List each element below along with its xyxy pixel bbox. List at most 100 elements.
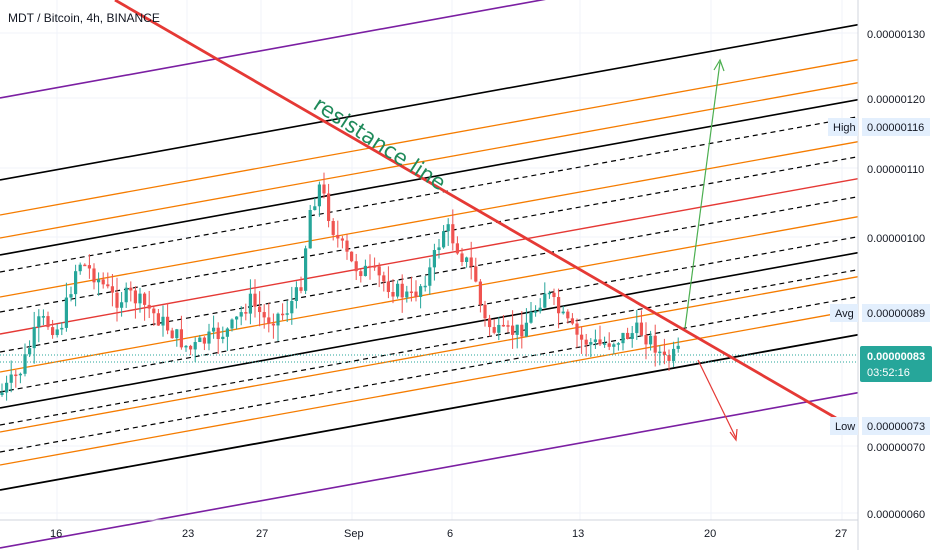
candle-body-124 xyxy=(570,318,574,324)
resistance-line xyxy=(114,0,837,420)
candle-body-91 xyxy=(419,286,423,298)
candle-body-22 xyxy=(101,279,105,285)
candle-body-120 xyxy=(552,292,556,298)
candle-body-83 xyxy=(382,275,386,282)
candle-body-33 xyxy=(152,308,156,314)
candle-body-130 xyxy=(598,339,602,345)
candle-body-0 xyxy=(0,392,4,395)
candle-body-116 xyxy=(534,311,538,313)
candle-body-144 xyxy=(662,351,666,356)
channel-line-6 xyxy=(0,141,859,298)
candle-body-47 xyxy=(216,327,220,340)
low-marker-tag xyxy=(830,417,858,435)
candle-body-66 xyxy=(304,248,308,291)
candle-body-65 xyxy=(299,287,303,291)
channel-line-15 xyxy=(0,296,859,453)
candle-body-23 xyxy=(106,284,110,287)
candle-body-137 xyxy=(630,333,634,340)
candle-body-70 xyxy=(322,184,326,194)
y-tick-100: 0.00000100 xyxy=(867,233,925,245)
candle-body-15 xyxy=(69,294,73,298)
candle-body-2 xyxy=(9,374,13,383)
candle-body-36 xyxy=(166,316,170,331)
candle-body-48 xyxy=(221,336,225,340)
candle-body-89 xyxy=(409,291,413,294)
x-tick-27: 27 xyxy=(256,528,268,540)
candle-body-105 xyxy=(483,304,487,319)
x-tick-6: 6 xyxy=(447,528,453,540)
candle-body-57 xyxy=(262,312,266,318)
candle-body-73 xyxy=(336,234,340,239)
candle-body-82 xyxy=(377,266,381,276)
x-tick-13: 13 xyxy=(572,528,584,540)
candle-body-63 xyxy=(290,301,294,314)
candle-body-11 xyxy=(51,327,55,336)
candle-body-79 xyxy=(363,265,367,277)
candle-body-118 xyxy=(543,293,547,308)
candle-body-4 xyxy=(18,373,22,376)
channel-line-3 xyxy=(0,82,859,239)
candle-body-14 xyxy=(64,297,68,328)
channel-line-2 xyxy=(0,59,859,216)
candle-body-143 xyxy=(658,351,662,354)
candle-body-6 xyxy=(28,348,32,355)
candle-body-133 xyxy=(612,344,616,347)
candle-body-110 xyxy=(506,325,510,327)
candle-body-146 xyxy=(672,348,676,361)
candle-body-19 xyxy=(87,265,91,269)
candle-body-101 xyxy=(465,257,469,262)
x-tick-16: 16 xyxy=(50,528,62,540)
candle-body-55 xyxy=(253,293,257,307)
candle-body-32 xyxy=(147,304,151,309)
candle-body-13 xyxy=(60,327,64,330)
low-marker-value: 0.00000073 xyxy=(867,421,925,433)
y-tick-110: 0.00000110 xyxy=(867,164,924,176)
candle-body-95 xyxy=(437,247,441,251)
candle-body-109 xyxy=(501,324,505,327)
candle-body-78 xyxy=(359,271,363,277)
candle-body-64 xyxy=(294,287,298,302)
candle-body-10 xyxy=(46,316,50,328)
candle-body-108 xyxy=(497,324,501,333)
candle-body-113 xyxy=(520,324,524,337)
channel-line-14 xyxy=(0,276,859,433)
candle-body-111 xyxy=(511,325,515,335)
channel-line-4 xyxy=(0,98,859,256)
high-marker-value-bg xyxy=(862,118,930,136)
channel-line-18 xyxy=(0,391,859,549)
channel-line-11 xyxy=(0,236,859,393)
candle-body-9 xyxy=(41,316,45,318)
candle-body-106 xyxy=(488,318,492,328)
candle-body-115 xyxy=(529,311,533,323)
x-tick-sep: Sep xyxy=(344,528,364,540)
candle-body-128 xyxy=(589,342,593,345)
candle-body-39 xyxy=(179,329,183,348)
candle-body-98 xyxy=(451,224,455,244)
candle-body-38 xyxy=(175,329,179,339)
candle-body-34 xyxy=(156,313,160,326)
high-marker-label: High xyxy=(833,122,856,134)
candle-body-71 xyxy=(327,193,331,222)
candle-body-131 xyxy=(603,343,607,345)
x-tick-23: 23 xyxy=(182,528,194,540)
candle-body-26 xyxy=(120,302,124,308)
candle-body-84 xyxy=(386,281,390,293)
x-tick-27b: 27 xyxy=(835,528,847,540)
candle-body-96 xyxy=(442,231,446,248)
low-marker-label: Low xyxy=(835,421,855,433)
candle-body-43 xyxy=(198,337,202,343)
candle-body-41 xyxy=(189,345,193,350)
x-tick-20: 20 xyxy=(704,528,716,540)
channel-line-8 xyxy=(0,178,859,335)
candle-body-90 xyxy=(414,291,418,298)
y-tick-120: 0.00000120 xyxy=(867,94,925,106)
candle-body-40 xyxy=(184,345,188,348)
candle-body-12 xyxy=(55,329,59,336)
high-marker-tag xyxy=(828,118,858,136)
candle-body-138 xyxy=(635,322,639,334)
candle-body-51 xyxy=(235,316,239,320)
candle-body-103 xyxy=(474,266,478,282)
candle-body-99 xyxy=(455,243,459,254)
candle-body-68 xyxy=(313,206,317,210)
